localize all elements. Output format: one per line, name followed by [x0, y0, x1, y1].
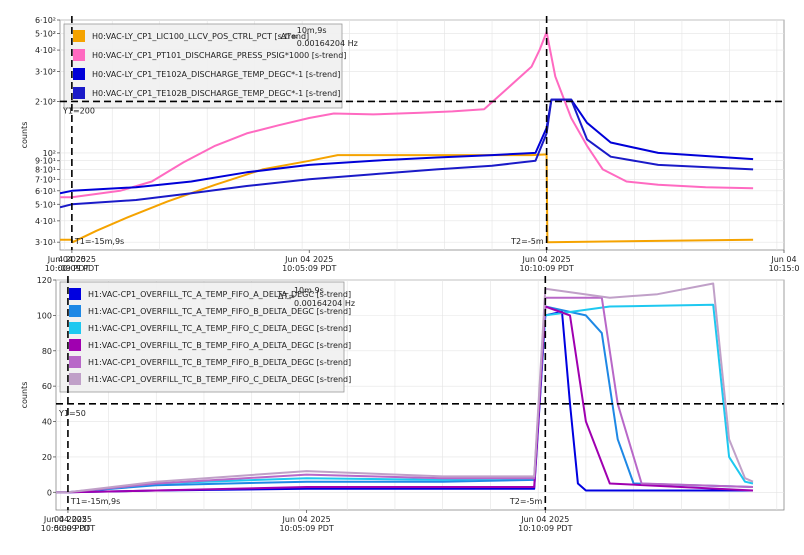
- y-tick-label: 6·10²: [35, 16, 56, 25]
- legend-swatch[interactable]: [73, 49, 85, 61]
- legend-entry: H0:VAC-LY_CP1_TE102A_DISCHARGE_TEMP_DEGC…: [92, 70, 340, 79]
- y-tick-label: 3·10²: [35, 67, 56, 76]
- legend-swatch[interactable]: [69, 356, 81, 368]
- x-tick-label: Jun 04 2025: [43, 515, 92, 524]
- x-tick-label: Jun 04 2025: [47, 255, 96, 264]
- legend-box: [59, 281, 345, 393]
- x-tick-label: Jun 04 2025: [284, 255, 333, 264]
- y-tick-label: 2·10²: [35, 97, 56, 106]
- y-tick-label: 3·10¹: [35, 238, 56, 247]
- cursor-t2-label: T2=-5m: [509, 497, 543, 506]
- y-tick-label: 0: [47, 488, 52, 497]
- legend-swatch[interactable]: [73, 30, 85, 42]
- series-line-2: [60, 31, 754, 199]
- legend-entry: H1:VAC-CP1_OVERFILL_TC_A_TEMP_FIFO_A_DEL…: [88, 290, 351, 299]
- series-line-4: [60, 98, 754, 209]
- x-tick-label: Jun 04: [770, 255, 796, 264]
- cursor-delta-freq: 0.00164204 Hz: [297, 39, 358, 48]
- y-tick-label: 40: [42, 418, 52, 427]
- y-tick-label: 4·10²: [35, 46, 56, 55]
- cursor-y1-label: Y1=200: [62, 106, 95, 115]
- cursor-t1-label: T1=-15m,9s: [74, 237, 124, 246]
- y-axis-label: counts: [20, 382, 29, 409]
- x-tick-label: Jun 04 2025: [522, 255, 571, 264]
- y-tick-label: 5·10¹: [35, 200, 56, 209]
- series-line-1: [60, 153, 754, 244]
- legend-entry: H1:VAC-CP1_OVERFILL_TC_A_TEMP_FIFO_B_DEL…: [88, 307, 351, 316]
- cursor-t2-label: T2=-5m: [510, 237, 544, 246]
- legend-entry: H0:VAC-LY_CP1_TE102B_DISCHARGE_TEMP_DEGC…: [92, 89, 340, 98]
- legend-swatch[interactable]: [69, 373, 81, 385]
- x-tick-label: 4 2025: [58, 255, 86, 264]
- series-group: [60, 31, 754, 244]
- x-tick-label: 10:10:09 PDT: [518, 524, 572, 533]
- y-tick-label: 10²: [43, 149, 56, 158]
- legend: H1:VAC-CP1_OVERFILL_TC_A_TEMP_FIFO_A_DEL…: [59, 281, 351, 393]
- x-tick-label: 10:00:09 PDT: [41, 524, 95, 533]
- y-tick-label: 4·10¹: [35, 217, 56, 226]
- cursor-delta-label: ΔT=: [278, 292, 295, 301]
- y-tick-label: 120: [37, 276, 52, 285]
- series-line-3: [60, 98, 754, 195]
- x-tick-label: 10:05:09 PDT: [282, 264, 336, 273]
- legend-entry: H1:VAC-CP1_OVERFILL_TC_B_TEMP_FIFO_B_DEL…: [88, 358, 351, 367]
- legend-entry: H1:VAC-CP1_OVERFILL_TC_A_TEMP_FIFO_C_DEL…: [88, 324, 351, 333]
- x-tick-label: 04 2025: [54, 515, 87, 524]
- y-tick-label: 9·10¹: [35, 157, 56, 166]
- legend-entry: H1:VAC-CP1_OVERFILL_TC_B_TEMP_FIFO_C_DEL…: [88, 375, 351, 384]
- x-tick-label: 10:10:09 PDT: [519, 264, 573, 273]
- series-line-5: [56, 296, 754, 494]
- x-tick-label: 5:09 PDT: [54, 524, 90, 533]
- y-tick-label: 6·10¹: [35, 187, 56, 196]
- cursor-delta-time: 10m,9s: [297, 26, 327, 35]
- x-tick-label: :09 PDT: [58, 264, 89, 273]
- y-tick-label: 7·10¹: [35, 175, 56, 184]
- cursor-delta-freq: 0.00164204 Hz: [294, 299, 355, 308]
- x-tick-label: Jun 04 2025: [282, 515, 331, 524]
- y-tick-label: 60: [42, 382, 52, 391]
- y-tick-label: 5·10²: [35, 30, 56, 39]
- series-line-4: [56, 305, 754, 494]
- x-tick-label: 10:05:09 PDT: [279, 524, 333, 533]
- y-tick-label: 20: [42, 453, 52, 462]
- cursor-delta-time: 10m,9s: [294, 286, 324, 295]
- cursor-t1-label: T1=-15m,9s: [70, 497, 120, 506]
- y-tick-label: 8·10¹: [35, 165, 56, 174]
- y-axis-label: counts: [20, 122, 29, 149]
- legend-entry: H1:VAC-CP1_OVERFILL_TC_B_TEMP_FIFO_A_DEL…: [88, 341, 351, 350]
- legend-swatch[interactable]: [69, 322, 81, 334]
- cursor-y1-label: Y1=50: [58, 409, 86, 418]
- legend-entry: H0:VAC-LY_CP1_LIC100_LLCV_POS_CTRL_PCT […: [92, 32, 309, 41]
- x-tick-label: 10:15:0: [769, 264, 800, 273]
- cursor-delta-label: ΔT=: [281, 32, 298, 41]
- legend-box: [63, 23, 343, 109]
- legend-swatch[interactable]: [69, 288, 81, 300]
- x-tick-label: 10:00:09 PDT: [45, 264, 99, 273]
- legend: H0:VAC-LY_CP1_LIC100_LLCV_POS_CTRL_PCT […: [63, 23, 346, 109]
- legend-entry: H0:VAC-LY_CP1_PT101_DISCHARGE_PRESS_PSIG…: [92, 51, 346, 60]
- y-tick-label: 80: [42, 347, 52, 356]
- legend-swatch[interactable]: [73, 68, 85, 80]
- legend-swatch[interactable]: [69, 339, 81, 351]
- legend-swatch[interactable]: [69, 305, 81, 317]
- x-tick-label: Jun 04 2025: [520, 515, 569, 524]
- y-tick-label: 100: [37, 311, 52, 320]
- legend-swatch[interactable]: [73, 87, 85, 99]
